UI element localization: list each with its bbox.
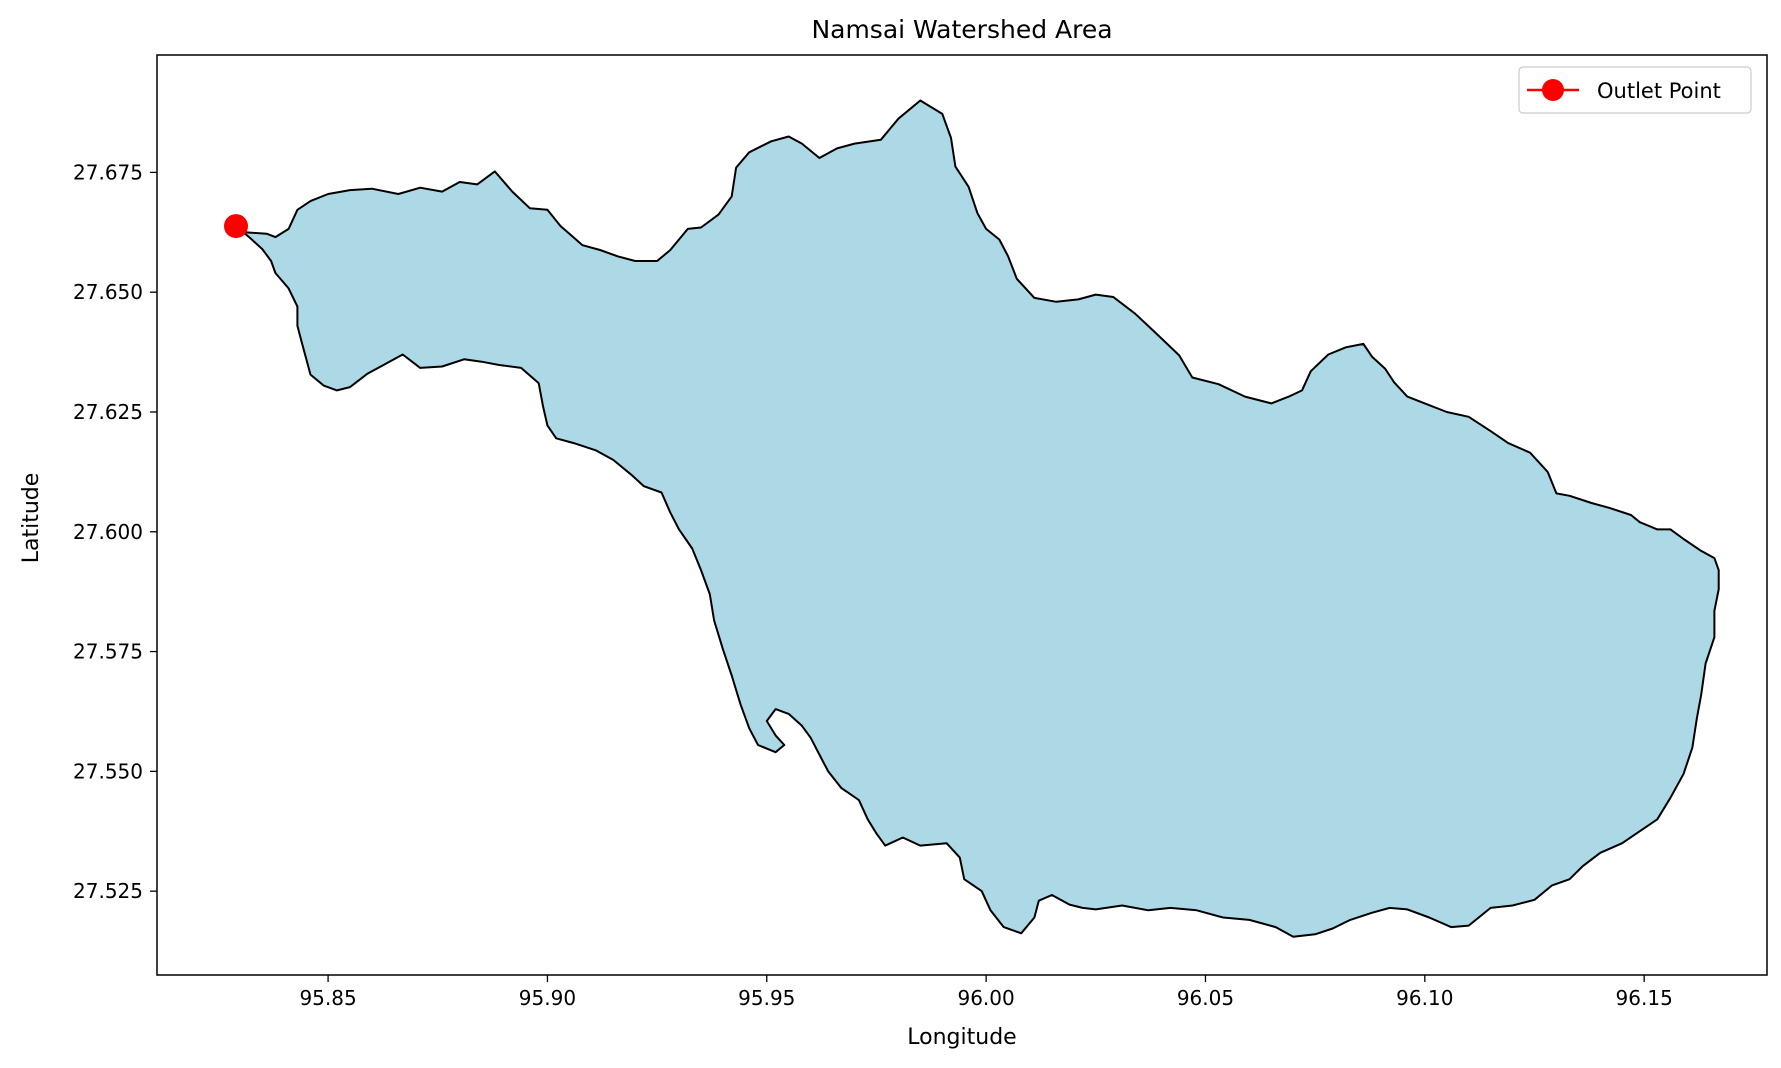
legend-entry-outlet-point: Outlet Point — [1597, 79, 1721, 103]
outlet-point-marker — [224, 214, 248, 239]
axis-ticks: 95.85 95.90 95.95 96.00 96.05 96.10 96.15 27.52… — [73, 160, 1673, 1010]
x-axis-label: Longitude — [907, 1025, 1016, 1050]
y-tick-label: 27.625 — [73, 400, 143, 424]
plot-area — [156, 54, 1768, 976]
y-axis-label: Latitude — [19, 473, 44, 564]
y-tick-label: 27.525 — [73, 879, 143, 903]
y-tick-label: 27.575 — [73, 640, 143, 664]
x-tick-label: 96.15 — [1616, 986, 1673, 1010]
x-tick-label: 95.90 — [519, 986, 576, 1010]
x-tick-label: 96.10 — [1396, 986, 1453, 1010]
legend-frame — [1518, 66, 1752, 114]
y-tick-label: 27.675 — [73, 160, 143, 184]
y-tick-label: 27.550 — [73, 759, 143, 783]
x-tick-label: 96.05 — [1177, 986, 1234, 1010]
legend-marker-dot — [1542, 79, 1564, 101]
x-tick-label: 96.00 — [957, 986, 1014, 1010]
x-tick-label: 95.85 — [299, 986, 356, 1010]
chart-title: Namsai Watershed Area — [811, 15, 1112, 44]
y-tick-label: 27.650 — [73, 280, 143, 304]
x-tick-label: 95.95 — [738, 986, 795, 1010]
legend: Outlet Point — [1518, 66, 1752, 114]
y-tick-label: 27.600 — [73, 520, 143, 544]
watershed-polygon — [235, 99, 1720, 938]
axes-frame — [156, 54, 1768, 976]
